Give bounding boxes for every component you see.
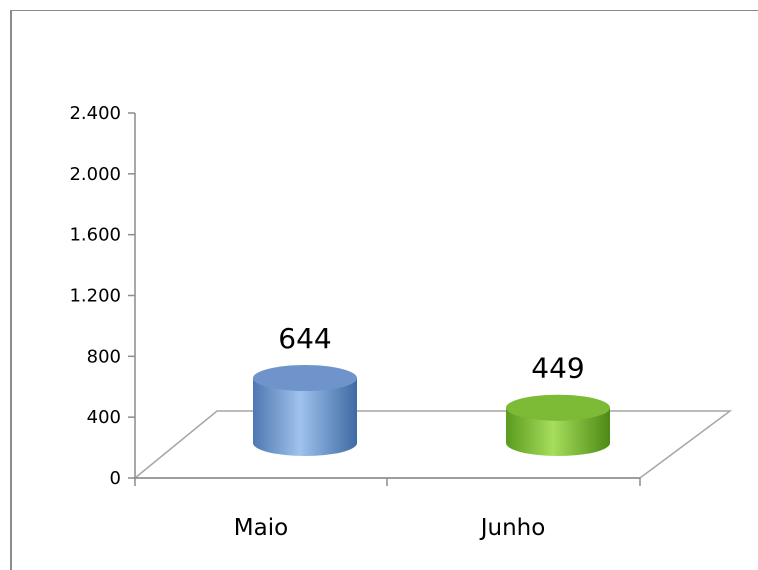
y-tick-label: 2.400 — [69, 103, 121, 124]
y-tick-label: 400 — [87, 407, 121, 428]
bar-cylinder-top — [253, 365, 357, 392]
y-tick-label: 800 — [87, 346, 121, 367]
data-label: 644 — [278, 322, 331, 355]
y-tick-label: 1.600 — [69, 225, 121, 246]
chart-frame — [10, 10, 758, 570]
y-tick-label: 0 — [110, 468, 121, 489]
bars — [253, 365, 610, 456]
y-tick-label: 1.200 — [69, 286, 121, 307]
x-ticks: Maio Junho — [134, 478, 641, 541]
y-ticks: 0 400 800 1.200 1.600 2.000 2.400 — [69, 103, 135, 489]
floor-plane — [132, 410, 733, 479]
x-category-label: Junho — [479, 515, 546, 541]
bar-cylinder — [506, 407, 610, 456]
y-tick-label: 2.000 — [69, 164, 121, 185]
chart: 0 400 800 1.200 1.600 2.000 2.400 Maio Junho 64… — [69, 103, 733, 541]
bar-cylinder-top — [506, 394, 610, 421]
value-labels: 644 449 — [278, 322, 584, 385]
x-category-label: Maio — [234, 515, 288, 541]
bar-cylinder — [253, 378, 357, 456]
data-label: 449 — [531, 352, 584, 385]
